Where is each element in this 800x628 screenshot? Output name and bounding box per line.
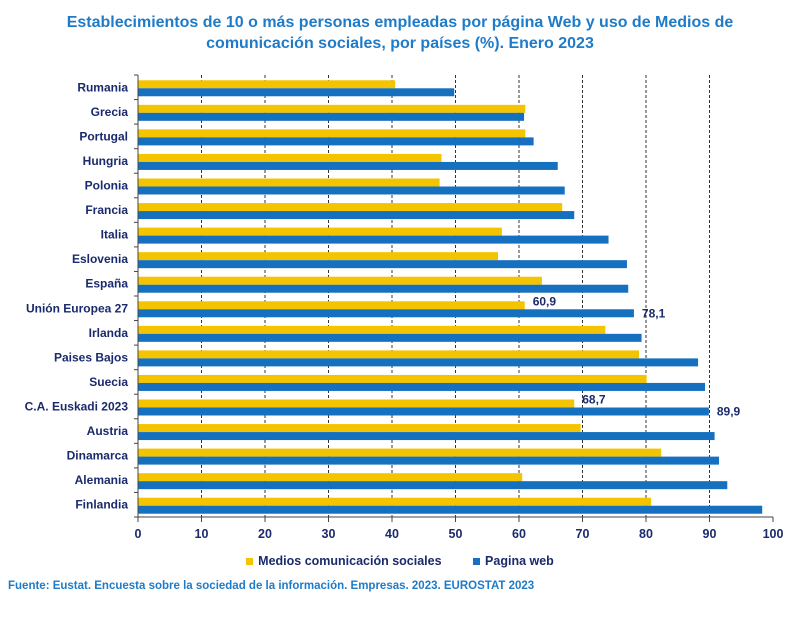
axes: 0 10 20 30 40 50 60 70 80 90 100 <box>134 74 784 541</box>
chart-title-line-2: comunicación sociales, por países (%). E… <box>206 35 594 52</box>
x-tick-label: 50 <box>449 527 463 541</box>
bar-social-8 <box>138 276 542 285</box>
legend-label-web: Pagina web <box>485 554 554 568</box>
category-label: Grecia <box>91 105 129 119</box>
legend-item-web: Pagina web <box>473 554 554 568</box>
category-label: C.A. Euskadi 2023 <box>25 400 129 414</box>
legend-swatch-web <box>473 558 481 566</box>
bar-social-17 <box>138 497 652 506</box>
data-label-1: 78,1 <box>642 306 666 320</box>
category-label: Italia <box>101 228 129 242</box>
data-label-0: 60,9 <box>533 294 557 308</box>
bar-social-5 <box>138 203 563 212</box>
bar-social-11 <box>138 350 640 359</box>
bar-social-14 <box>138 424 581 433</box>
bar-web-17 <box>138 505 763 514</box>
labels: Rumania Grecia Portugal Hungria Polonia Franc… <box>25 80 741 511</box>
bar-web-8 <box>138 284 629 293</box>
bar-social-2 <box>138 129 526 138</box>
chart-title-line-1: Establecimientos de 10 o más personas em… <box>66 14 734 31</box>
x-tick-label: 30 <box>322 527 336 541</box>
x-tick-label: 80 <box>639 527 653 541</box>
category-label: Suecia <box>89 375 128 389</box>
category-label: Austria <box>87 424 129 438</box>
category-label: Finlandia <box>75 498 128 512</box>
source-note: Fuente: Eustat. Encuesta sobre la socied… <box>8 580 535 592</box>
bar-web-10 <box>138 333 642 342</box>
bar-social-16 <box>138 473 523 482</box>
x-tick-label: 90 <box>703 527 717 541</box>
category-label: Irlanda <box>89 326 129 340</box>
bar-social-7 <box>138 252 499 261</box>
legend-label-social: Medios comunicación sociales <box>258 554 442 568</box>
x-tick-label: 20 <box>258 527 272 541</box>
bar-web-4 <box>138 186 565 195</box>
category-label: España <box>85 277 128 291</box>
x-tick-label: 0 <box>135 527 142 541</box>
bar-web-12 <box>138 382 706 391</box>
bar-web-3 <box>138 161 558 170</box>
bar-social-9 <box>138 301 525 310</box>
bar-web-0 <box>138 88 455 97</box>
bar-web-15 <box>138 456 720 465</box>
category-label: Polonia <box>85 179 129 193</box>
bar-web-6 <box>138 235 609 244</box>
bar-web-9 <box>138 309 634 318</box>
bar-social-15 <box>138 448 662 457</box>
x-tick-label: 40 <box>385 527 399 541</box>
bar-social-10 <box>138 325 606 334</box>
gridlines <box>201 75 710 517</box>
legend: Medios comunicación sociales Pagina web <box>0 554 800 568</box>
category-label: Dinamarca <box>67 449 129 463</box>
legend-item-social: Medios comunicación sociales <box>246 554 442 568</box>
category-label: Portugal <box>79 129 128 143</box>
bar-web-7 <box>138 260 627 269</box>
x-tick-label: 60 <box>512 527 526 541</box>
bar-social-4 <box>138 178 440 187</box>
data-label-2: 68,7 <box>582 393 606 407</box>
bar-social-12 <box>138 374 647 383</box>
bar-web-1 <box>138 112 525 121</box>
bars <box>138 80 763 514</box>
bar-social-6 <box>138 227 502 236</box>
bar-web-16 <box>138 481 728 490</box>
bar-social-13 <box>138 399 575 408</box>
x-tick-label: 100 <box>763 527 784 541</box>
category-label: Eslovenia <box>72 252 128 266</box>
bar-web-2 <box>138 137 534 146</box>
category-label: Alemania <box>75 473 129 487</box>
bar-web-14 <box>138 432 715 441</box>
data-label-3: 89,9 <box>717 405 741 419</box>
bar-social-1 <box>138 104 526 113</box>
bar-social-3 <box>138 153 442 162</box>
category-label: Hungria <box>83 154 129 168</box>
category-label: Unión Europea 27 <box>26 301 128 315</box>
category-label: Francia <box>85 203 128 217</box>
bar-web-11 <box>138 358 699 367</box>
category-label: Paises Bajos <box>54 350 128 364</box>
x-tick-label: 10 <box>195 527 209 541</box>
chart-title: Establecimientos de 10 o más personas em… <box>0 12 800 54</box>
x-tick-label: 70 <box>576 527 590 541</box>
bar-social-0 <box>138 80 396 89</box>
bar-web-5 <box>138 211 575 220</box>
bar-web-13 <box>138 407 709 416</box>
legend-swatch-social <box>246 558 254 566</box>
category-label: Rumania <box>77 80 128 94</box>
